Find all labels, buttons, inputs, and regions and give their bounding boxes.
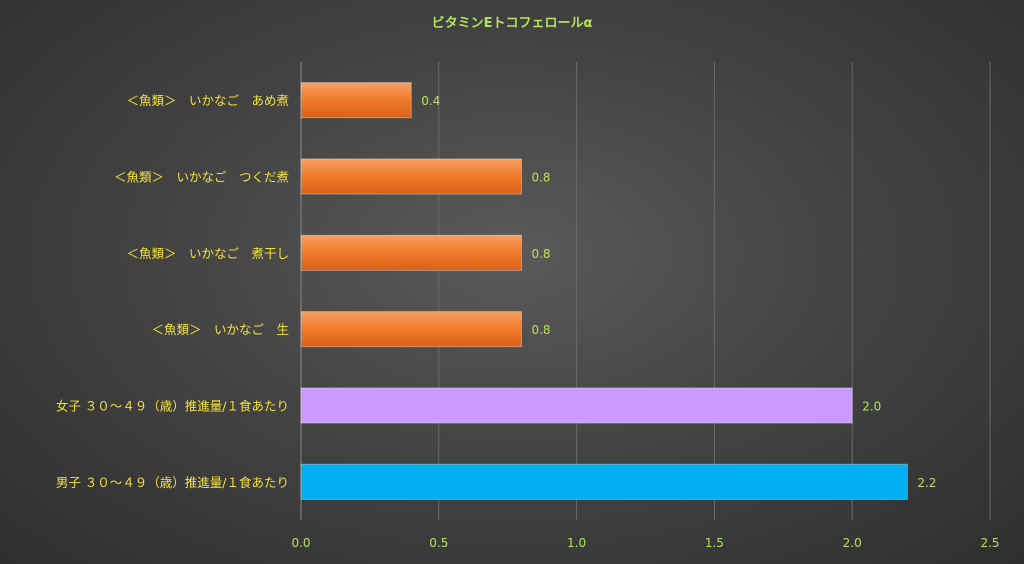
bar	[300, 158, 522, 195]
x-tick-label: 2.5	[980, 536, 999, 550]
bar	[300, 311, 522, 348]
x-tick-label: 2.0	[843, 536, 862, 550]
category-label: ＜魚類＞ いかなご 生	[151, 322, 289, 337]
data-label: 0.8	[531, 247, 550, 261]
bar	[300, 463, 908, 500]
category-label: 男子 ３０～４９（歳）推進量/１食あたり	[56, 475, 289, 490]
category-label: ＜魚類＞ いかなご つくだ煮	[114, 170, 289, 185]
x-tick-label: 0.5	[429, 536, 448, 550]
x-tick-label: 0.0	[291, 536, 310, 550]
chart-title: ビタミンEトコフェロールα	[432, 15, 593, 31]
data-label: 0.8	[531, 171, 550, 185]
bar	[300, 82, 412, 119]
category-label: ＜魚類＞ いかなご 煮干し	[126, 246, 289, 261]
bars: 0.4 0.8 0.8 0.8 2.0 2.2	[300, 82, 936, 500]
gridlines	[300, 62, 991, 520]
data-label: 0.4	[421, 94, 440, 108]
x-tick-label: 1.0	[567, 536, 586, 550]
bar	[300, 387, 853, 424]
bar	[300, 234, 522, 271]
category-label: ＜魚類＞ いかなご あめ煮	[126, 93, 289, 108]
x-tick-label: 1.5	[705, 536, 724, 550]
data-label: 2.2	[917, 476, 936, 490]
data-label: 2.0	[862, 400, 881, 414]
x-axis-ticks: 0.0 0.5 1.0 1.5 2.0 2.5	[291, 536, 999, 550]
category-label: 女子 ３０～４９（歳）推進量/１食あたり	[56, 399, 289, 414]
category-labels: ＜魚類＞ いかなご あめ煮 ＜魚類＞ いかなご つくだ煮 ＜魚類＞ いかなご 煮干し…	[56, 93, 289, 490]
data-label: 0.8	[531, 323, 550, 337]
